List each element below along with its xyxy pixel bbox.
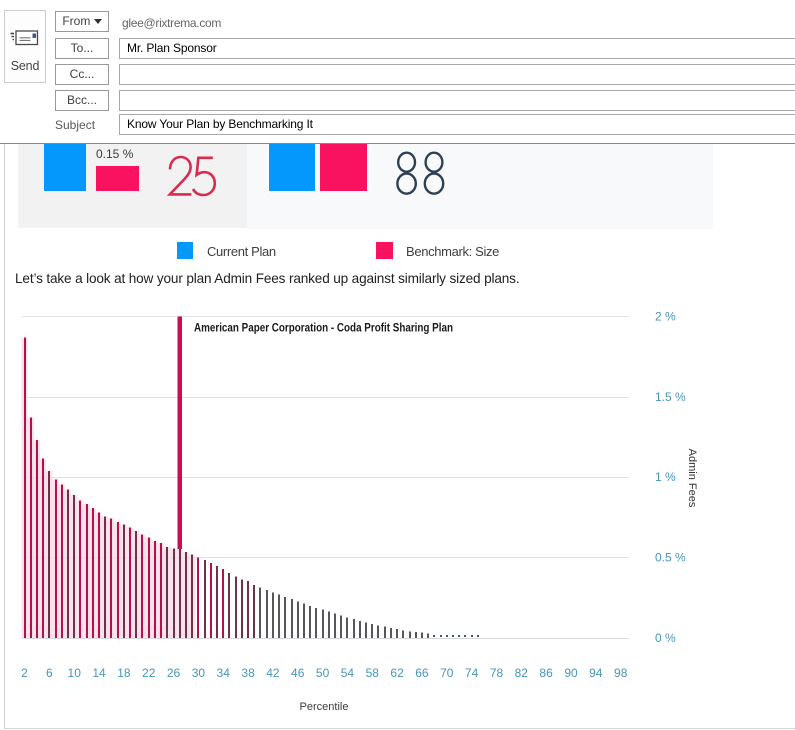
svg-text:90: 90 bbox=[564, 666, 578, 680]
svg-text:10: 10 bbox=[68, 666, 82, 680]
svg-text:1.5 %: 1.5 % bbox=[655, 390, 686, 404]
svg-text:Admin Fees: Admin Fees bbox=[686, 449, 698, 508]
svg-text:70: 70 bbox=[440, 666, 454, 680]
svg-text:94: 94 bbox=[589, 666, 603, 680]
svg-text:66: 66 bbox=[415, 666, 429, 680]
svg-text:American Paper Corporation - C: American Paper Corporation - Coda Profit… bbox=[194, 321, 453, 335]
svg-text:Percentile: Percentile bbox=[300, 701, 349, 713]
svg-text:2: 2 bbox=[21, 666, 28, 680]
svg-text:0 %: 0 % bbox=[655, 631, 676, 645]
svg-text:0.5 %: 0.5 % bbox=[655, 551, 686, 565]
svg-text:74: 74 bbox=[465, 666, 479, 680]
svg-text:58: 58 bbox=[366, 666, 380, 680]
svg-text:18: 18 bbox=[117, 666, 131, 680]
svg-text:86: 86 bbox=[539, 666, 553, 680]
svg-text:50: 50 bbox=[316, 666, 330, 680]
svg-text:26: 26 bbox=[167, 666, 181, 680]
svg-text:6: 6 bbox=[46, 666, 53, 680]
svg-text:54: 54 bbox=[341, 666, 355, 680]
svg-text:42: 42 bbox=[266, 666, 280, 680]
svg-text:22: 22 bbox=[142, 666, 156, 680]
svg-text:30: 30 bbox=[192, 666, 206, 680]
svg-text:38: 38 bbox=[241, 666, 255, 680]
svg-text:78: 78 bbox=[490, 666, 504, 680]
svg-text:2 %: 2 % bbox=[655, 309, 676, 323]
svg-text:34: 34 bbox=[217, 666, 231, 680]
svg-text:82: 82 bbox=[515, 666, 529, 680]
svg-text:46: 46 bbox=[291, 666, 305, 680]
svg-text:62: 62 bbox=[390, 666, 404, 680]
svg-text:1 %: 1 % bbox=[655, 470, 676, 484]
svg-text:14: 14 bbox=[92, 666, 106, 680]
svg-text:98: 98 bbox=[614, 666, 628, 680]
